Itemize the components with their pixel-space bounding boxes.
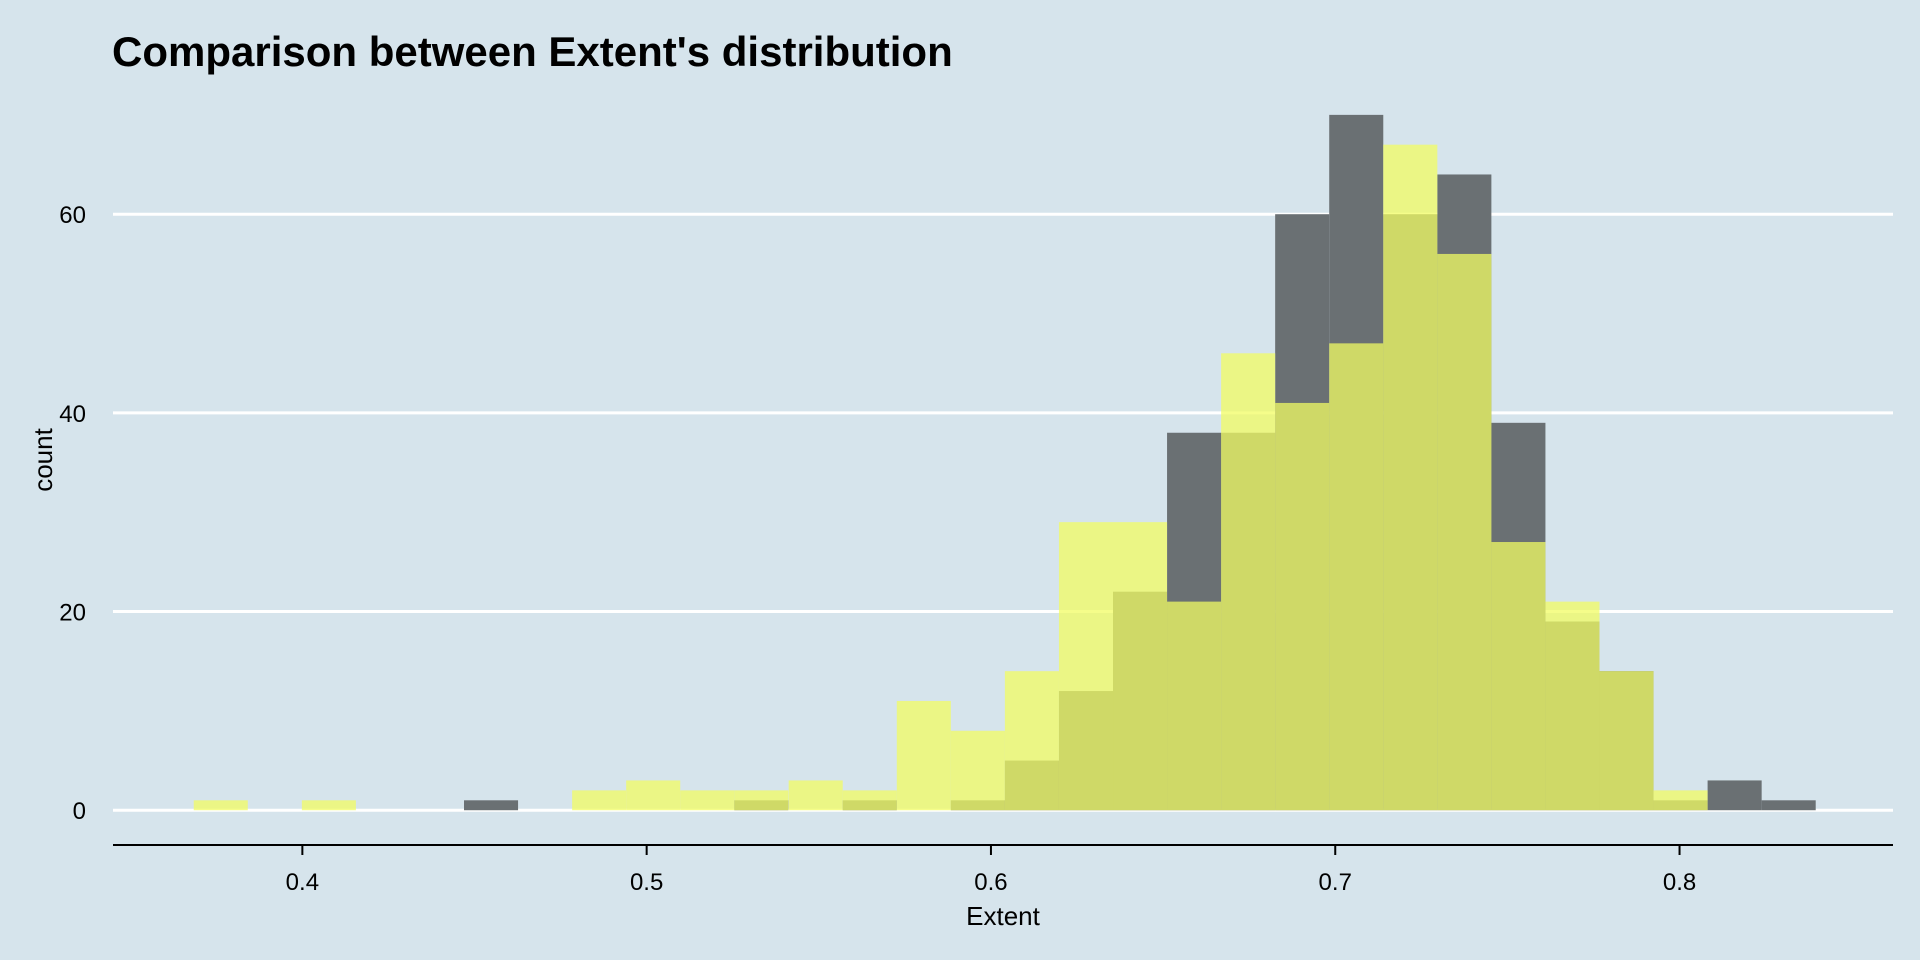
histogram-bar <box>193 800 248 811</box>
y-tick-label: 60 <box>59 202 86 229</box>
histogram-bar <box>1329 343 1384 811</box>
histogram-bar <box>1761 800 1816 811</box>
y-tick-label: 40 <box>59 401 86 428</box>
histogram-bar <box>1599 671 1654 811</box>
x-tick-label: 0.5 <box>630 869 663 896</box>
histogram-bar <box>1437 253 1492 811</box>
y-tick-label: 20 <box>59 600 86 627</box>
histogram-bar <box>464 800 519 811</box>
histogram-bar <box>626 780 681 811</box>
histogram-bar <box>950 730 1005 811</box>
histogram-bar <box>1004 671 1059 811</box>
histogram-bar <box>1545 601 1600 811</box>
histogram-bar <box>1113 522 1168 811</box>
histogram-bar <box>1058 522 1114 811</box>
y-tick-label: 0 <box>73 798 86 825</box>
x-tick-label: 0.8 <box>1663 869 1696 896</box>
x-tick-label: 0.4 <box>286 869 319 896</box>
x-tick-label: 0.7 <box>1319 869 1352 896</box>
histogram-bar <box>1383 144 1438 811</box>
histogram-bar <box>1221 353 1276 811</box>
histogram-bar <box>1653 790 1708 811</box>
histogram-bar <box>1491 542 1546 811</box>
histogram-bar <box>680 790 735 811</box>
histogram-bar <box>1707 780 1762 811</box>
histogram-bar <box>788 780 843 811</box>
histogram-bar <box>896 700 951 811</box>
histogram-bar <box>1167 601 1222 811</box>
y-axis-title: count <box>28 427 58 491</box>
histogram-bar <box>572 790 627 811</box>
x-tick-label: 0.6 <box>974 869 1007 896</box>
x-axis-title: Extent <box>966 901 1040 931</box>
histogram-bar <box>734 790 789 811</box>
chart-title: Comparison between Extent's distribution <box>112 28 953 75</box>
histogram-bar <box>301 800 356 811</box>
histogram-bar <box>842 790 897 811</box>
histogram-bar <box>1275 402 1330 811</box>
